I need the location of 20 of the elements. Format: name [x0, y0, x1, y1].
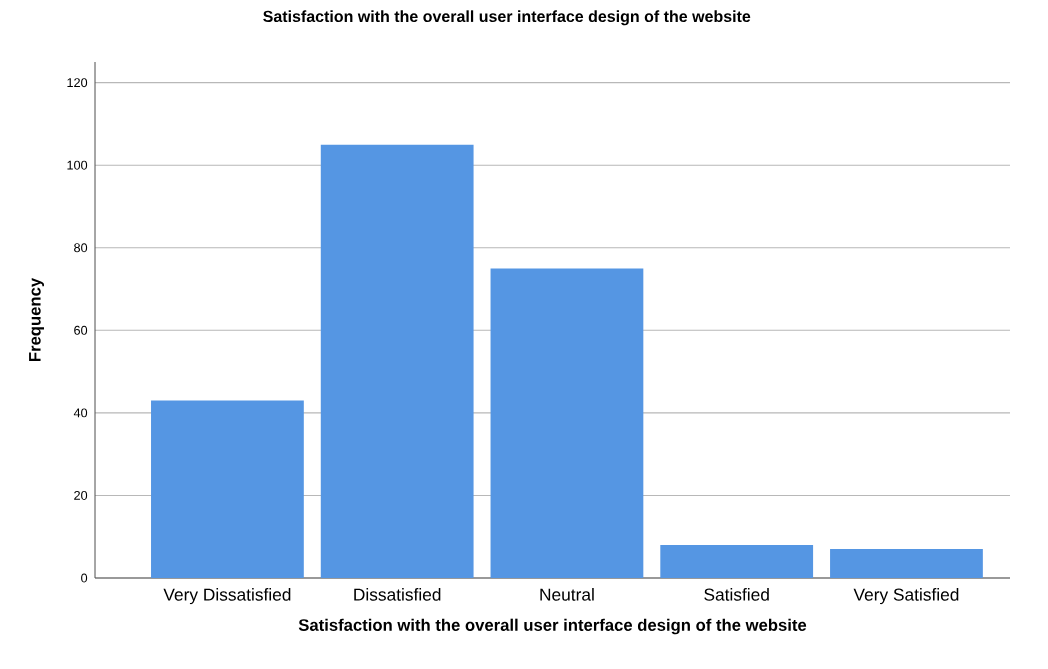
bar: [320, 144, 474, 578]
x-tick-label: Neutral: [540, 588, 594, 601]
y-tick-label: 0: [81, 573, 88, 583]
x-tick-label: Dissatisfied: [354, 588, 441, 601]
y-tick-label: 60: [74, 325, 88, 335]
bar: [490, 268, 644, 578]
chart-title: Satisfaction with the overall user interface design of the website: [263, 10, 751, 26]
y-tick-label: 100: [67, 160, 88, 170]
y-tick-label: 80: [74, 243, 88, 253]
x-tick-label: Satisfied: [704, 588, 769, 601]
bar: [151, 400, 304, 578]
bar: [660, 544, 814, 578]
x-tick-label: Very Dissatisfied: [163, 588, 291, 605]
y-axis-title: Frequency: [29, 277, 44, 362]
x-tick-label: Very Satisfied: [853, 588, 959, 605]
y-tick-label: 40: [73, 408, 88, 418]
y-tick-label: 20: [74, 490, 88, 500]
y-tick-label: 120: [67, 78, 88, 88]
bar: [830, 549, 983, 578]
x-axis-title: Satisfaction with the overall user interface design of the website: [298, 618, 807, 635]
